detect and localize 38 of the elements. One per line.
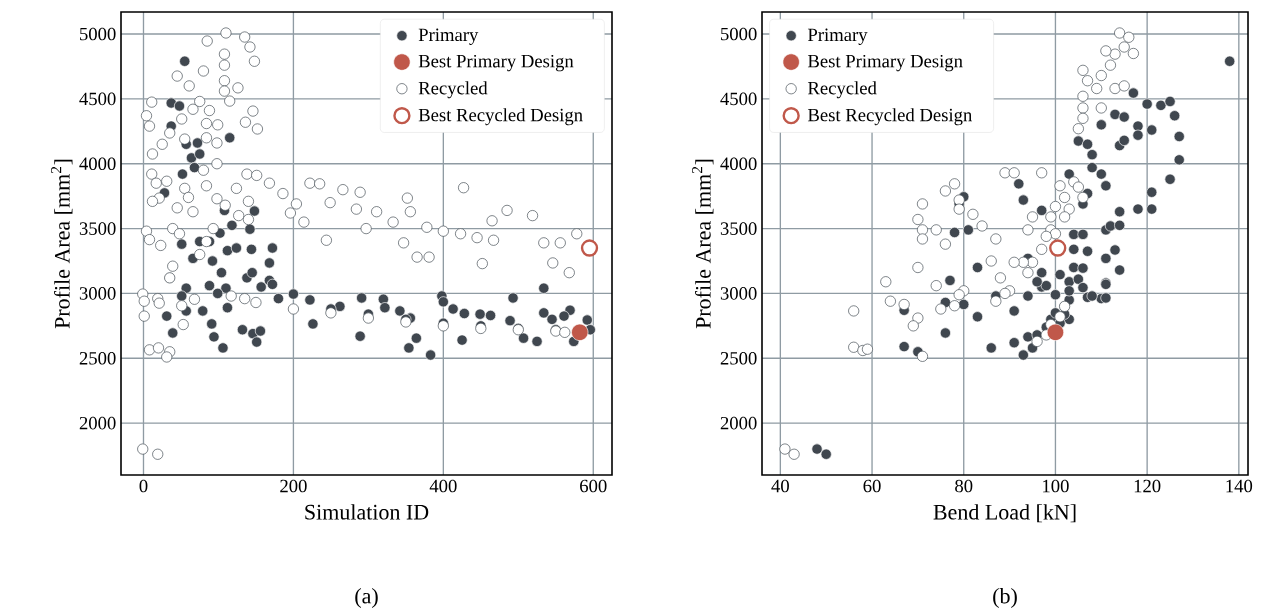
text: (a) [355, 588, 378, 608]
y-tick-label: 5000 [721, 27, 757, 41]
x-tick-label: 40 [771, 479, 789, 493]
y-tick-label: 2000 [720, 416, 757, 430]
y-tick-label: 3000 [720, 287, 757, 300]
y-tick-label: 4500 [720, 92, 757, 106]
legend-label: Best Primary Design [418, 54, 574, 72]
y-axis-title: Profile Area [mm$^{2}$] [691, 159, 714, 329]
y-axis-title: Profile Area [mm$^{2}$] [50, 159, 73, 329]
x-axis-title: Bend Load [kN] [933, 504, 1076, 523]
legend-label: Primary [418, 28, 479, 45]
y-tick-label: 3000 [79, 287, 116, 300]
y-tick-label: 4000 [720, 157, 757, 171]
x-tick-label: 140 [1226, 479, 1253, 493]
x-axis-title: Simulation ID [305, 504, 429, 520]
x-tick-label: 80 [955, 479, 973, 493]
x-tick-label: 400 [429, 479, 457, 493]
x-tick-label: 0 [139, 479, 148, 493]
y-tick-label: 2000 [79, 416, 116, 430]
x-tick-label: 600 [580, 479, 607, 493]
y-tick-label: 3500 [79, 222, 116, 235]
legend-label: Recycled [807, 81, 877, 99]
legend-label: Best Primary Design [807, 54, 963, 72]
text: (b) [993, 588, 1017, 608]
y-tick-label: 4500 [79, 92, 116, 106]
y-tick-label: 4000 [79, 157, 116, 171]
y-tick-label: 2500 [720, 351, 757, 365]
y-tick-label: 5000 [80, 27, 116, 41]
legend-label: Recycled [418, 81, 488, 99]
legend-label: Best Recycled Design [418, 108, 583, 126]
x-tick-label: 100 [1043, 479, 1069, 493]
x-tick-label: 60 [863, 479, 881, 493]
legend-label: Best Recycled Design [807, 108, 973, 126]
x-tick-label: 200 [280, 479, 307, 493]
y-tick-label: 3500 [720, 222, 757, 235]
x-tick-label: 120 [1134, 479, 1161, 493]
y-tick-label: 2500 [79, 351, 116, 365]
legend-label: Primary [807, 28, 868, 45]
